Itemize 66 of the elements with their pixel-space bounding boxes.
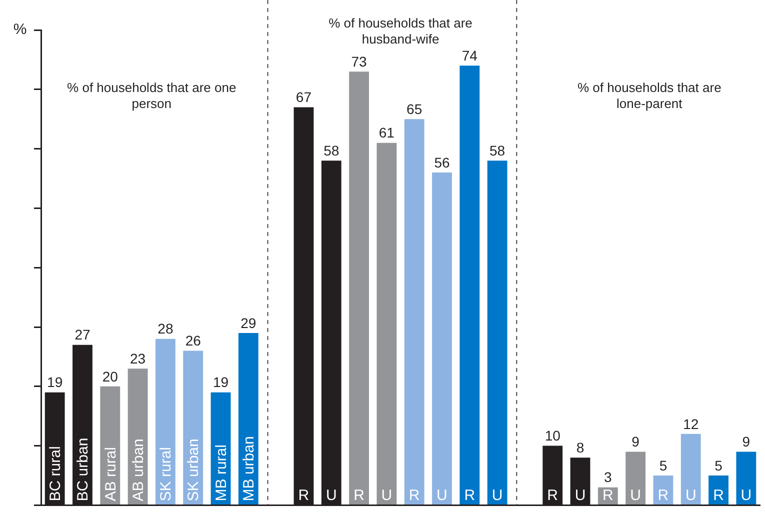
x-tick-label: U xyxy=(574,486,586,504)
bar xyxy=(238,332,258,504)
data-label: 3 xyxy=(604,469,612,486)
x-tick-label: U xyxy=(492,486,503,504)
data-label: 26 xyxy=(185,332,202,349)
bar xyxy=(460,66,480,504)
x-tick-label: BC rural xyxy=(46,446,64,502)
x-tick-label: R xyxy=(713,486,724,504)
x-tick-label: MB urban xyxy=(240,436,258,502)
x-tick-label: AB urban xyxy=(130,438,147,502)
bar xyxy=(404,119,424,504)
bar xyxy=(100,386,120,504)
data-label: 9 xyxy=(742,434,750,450)
data-label: 67 xyxy=(296,89,312,106)
bar xyxy=(487,160,508,504)
data-label: 23 xyxy=(130,350,146,366)
x-tick-label: U xyxy=(436,486,448,504)
y-axis-title: % xyxy=(13,21,27,38)
bar xyxy=(680,434,701,504)
x-tick-label: AB rural xyxy=(102,447,120,502)
bar xyxy=(349,72,369,504)
data-label: 9 xyxy=(632,434,640,450)
x-tick-label: R xyxy=(298,486,310,504)
data-label: 73 xyxy=(351,53,368,70)
data-label: 58 xyxy=(324,142,340,159)
x-tick-label: SK rural xyxy=(158,447,175,502)
x-tick-label: BC urban xyxy=(74,438,92,502)
annotation: % of households that are one person xyxy=(67,80,236,111)
x-tick-label: R xyxy=(354,486,365,504)
data-label: 28 xyxy=(158,320,174,337)
data-label: 65 xyxy=(406,100,422,117)
x-tick-label: U xyxy=(685,486,696,504)
bar xyxy=(155,338,176,504)
x-tick-label: R xyxy=(658,486,669,504)
bar xyxy=(432,172,452,504)
x-tick-label: R xyxy=(602,486,614,504)
bar xyxy=(626,452,646,504)
data-label: 27 xyxy=(74,326,90,343)
x-tick-label: U xyxy=(326,486,337,504)
x-tick-label: MB rural xyxy=(212,444,230,502)
x-tick-label: R xyxy=(547,486,558,504)
bar xyxy=(736,452,756,504)
data-label: 19 xyxy=(47,374,63,390)
data-label: 58 xyxy=(490,142,506,159)
x-tick-label: SK urban xyxy=(185,438,202,502)
annotation: % of households that are lone-parent xyxy=(577,80,722,111)
data-label: 56 xyxy=(434,154,450,170)
x-tick-label: U xyxy=(381,486,392,504)
bar xyxy=(183,350,204,504)
data-label: 8 xyxy=(576,440,584,456)
data-label: 74 xyxy=(462,48,478,64)
data-label: 61 xyxy=(378,124,395,141)
data-label: 5 xyxy=(659,457,668,474)
x-tick-label: U xyxy=(630,486,641,504)
x-tick-label: U xyxy=(740,486,752,504)
data-label: 20 xyxy=(102,368,118,384)
bar xyxy=(376,142,397,504)
data-label: 19 xyxy=(212,374,229,390)
data-label: 10 xyxy=(544,428,561,444)
data-label: 12 xyxy=(683,416,699,432)
bar xyxy=(708,476,728,504)
x-tick-label: R xyxy=(464,486,476,504)
annotation: % of households that are husband-wife xyxy=(328,16,472,47)
data-label: 5 xyxy=(714,457,723,474)
x-tick-label: R xyxy=(408,486,420,504)
data-label: 29 xyxy=(240,314,256,331)
